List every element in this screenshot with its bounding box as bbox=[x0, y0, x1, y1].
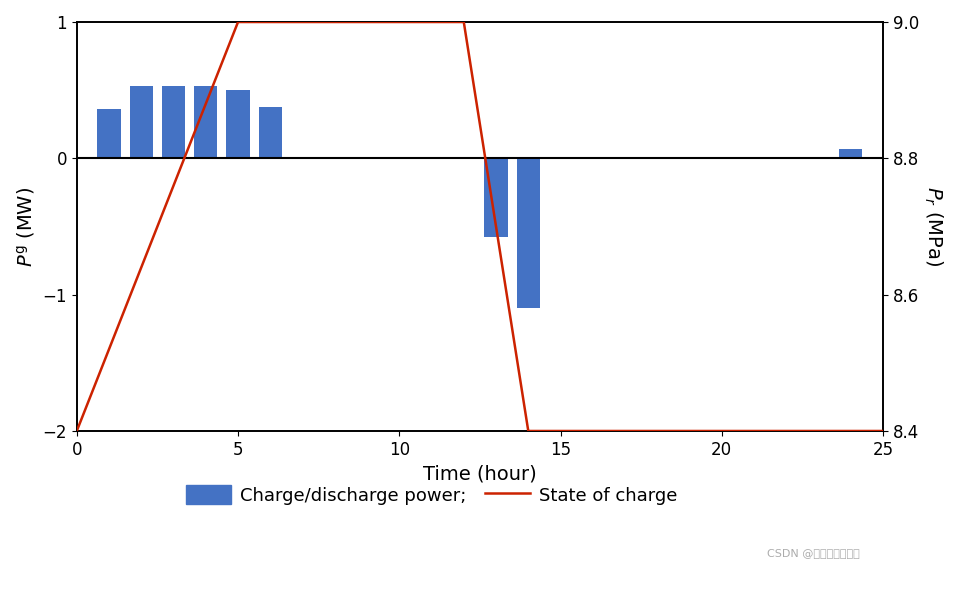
Bar bbox=[129, 86, 152, 158]
Bar bbox=[839, 149, 862, 158]
X-axis label: Time (hour): Time (hour) bbox=[423, 464, 537, 483]
Bar bbox=[194, 86, 218, 158]
Y-axis label: $P_r$ (MPa): $P_r$ (MPa) bbox=[922, 186, 944, 267]
Bar bbox=[226, 90, 249, 158]
Y-axis label: $P^\mathrm{g}$ (MW): $P^\mathrm{g}$ (MW) bbox=[15, 186, 37, 267]
Bar bbox=[484, 158, 507, 237]
Bar bbox=[517, 158, 540, 309]
Bar bbox=[98, 109, 121, 158]
Bar bbox=[162, 86, 185, 158]
Text: CSDN @电气工程研习社: CSDN @电气工程研习社 bbox=[767, 548, 860, 558]
Legend: Charge/discharge power;, State of charge: Charge/discharge power;, State of charge bbox=[178, 478, 685, 512]
Bar bbox=[259, 107, 282, 158]
